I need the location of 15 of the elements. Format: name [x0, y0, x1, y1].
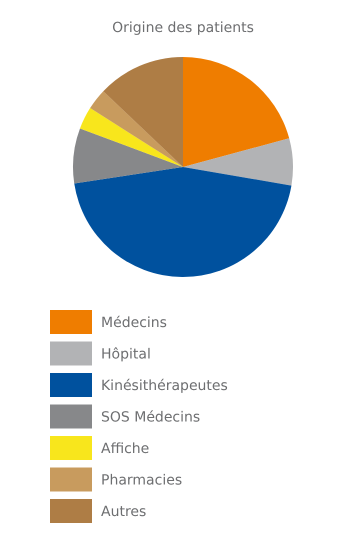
- legend-label: Médecins: [101, 315, 167, 331]
- pie-slice: [90, 91, 183, 167]
- pie-slice: [103, 57, 183, 167]
- legend-label: Affiche: [101, 441, 150, 457]
- pie-slice: [183, 57, 290, 167]
- legend-label: SOS Médecins: [101, 410, 200, 426]
- pie-slice: [73, 128, 183, 184]
- chart-title: Origine des patients: [112, 20, 254, 36]
- pie-slice: [183, 138, 293, 186]
- pie-slice: [74, 167, 292, 277]
- legend-label: Kinésithérapeutes: [101, 378, 228, 394]
- pie-slice: [80, 108, 183, 167]
- legend-label: Pharmacies: [101, 472, 182, 488]
- legend-label: Autres: [101, 504, 146, 520]
- legend-label: Hôpital: [101, 346, 151, 362]
